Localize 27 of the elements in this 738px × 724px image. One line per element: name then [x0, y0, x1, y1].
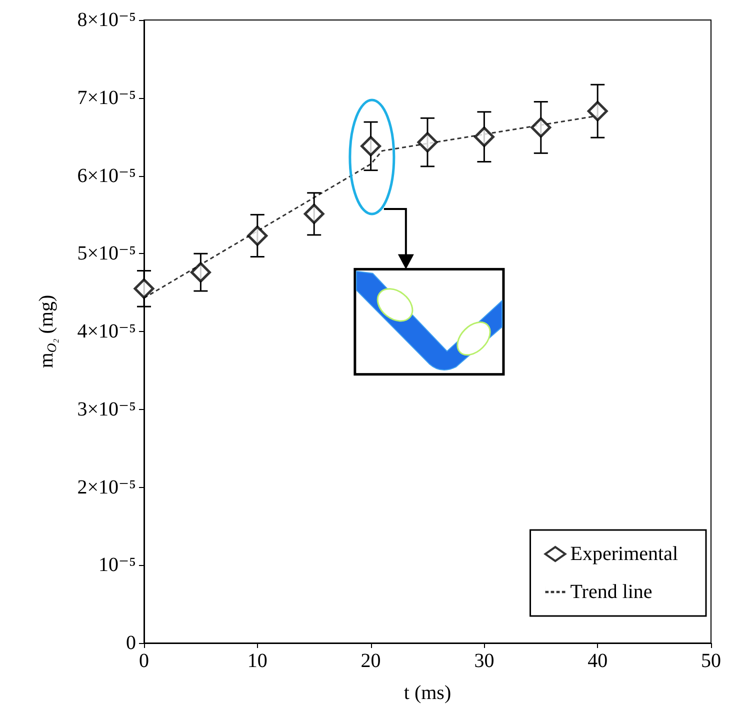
point — [417, 132, 438, 153]
point — [474, 126, 494, 148]
point — [530, 117, 552, 138]
y-tick-label: 6×10⁻⁵ — [77, 164, 136, 187]
legend-label: Trend line — [570, 581, 652, 603]
x-tick-label: 20 — [360, 650, 381, 672]
x-axis-title: t (ms) — [404, 682, 452, 704]
point — [360, 136, 382, 156]
x-tick-label: 40 — [588, 650, 608, 672]
point — [587, 100, 608, 122]
point — [247, 225, 268, 246]
legend-label: Experimental — [570, 543, 678, 565]
point — [134, 278, 154, 299]
y-axis-title: mO₂ (mg) — [36, 294, 59, 368]
y-tick-label: 10⁻⁵ — [98, 554, 136, 576]
y-tick-label: 5×10⁻⁵ — [77, 242, 136, 265]
x-tick-label: 10 — [247, 650, 268, 672]
point — [304, 204, 324, 224]
x-tick-label: 50 — [701, 650, 721, 672]
y-tick-label: 4×10⁻⁵ — [77, 320, 136, 342]
y-tick-label: 2×10⁻⁵ — [77, 476, 136, 498]
y-tick-label: 8×10⁻⁵ — [77, 9, 136, 31]
y-tick-label: 3×10⁻⁵ — [77, 398, 136, 420]
point — [190, 262, 211, 283]
y-tick-label: 7×10⁻⁵ — [77, 86, 136, 109]
x-tick-label: 30 — [474, 650, 494, 672]
y-tick-label: 0 — [126, 632, 136, 654]
